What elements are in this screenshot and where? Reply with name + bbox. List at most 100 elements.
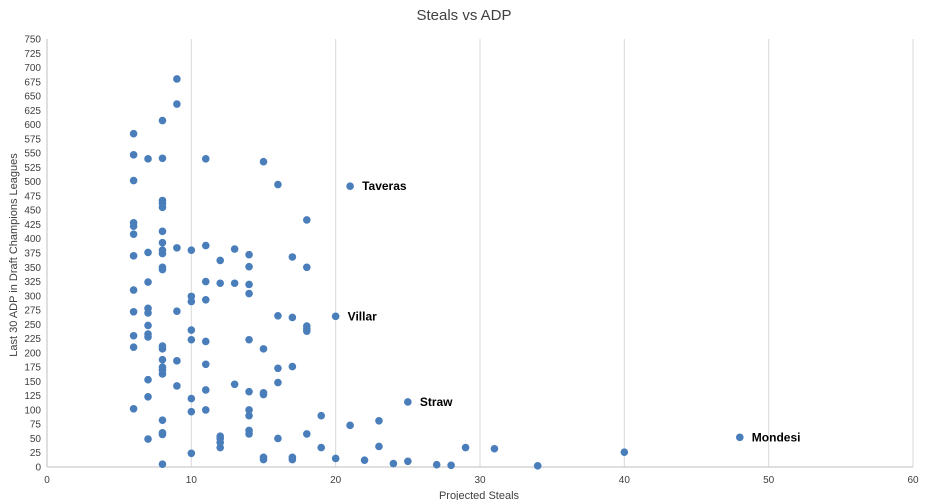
x-tick-label: 50: [763, 475, 775, 486]
data-point: [129, 404, 138, 413]
data-point: [187, 335, 196, 344]
data-point: [144, 309, 152, 317]
y-tick-label: 150: [24, 377, 41, 388]
data-point: [490, 444, 499, 453]
data-point: [158, 370, 167, 378]
data-point: [173, 100, 181, 108]
y-tick-label: 625: [24, 106, 41, 117]
y-tick-label: 450: [24, 206, 41, 217]
data-point: [230, 279, 239, 288]
data-point: [461, 443, 470, 452]
data-point: [303, 216, 311, 224]
data-point: [346, 421, 354, 430]
y-tick-label: 500: [24, 177, 41, 188]
data-point: [245, 280, 253, 289]
data-point: [303, 430, 311, 438]
data-point: [259, 345, 268, 353]
data-point: [245, 406, 253, 414]
y-tick-label: 125: [24, 391, 41, 402]
y-tick-label: 725: [24, 49, 41, 60]
data-point: [447, 461, 455, 470]
data-point: [201, 277, 210, 286]
data-point: [245, 262, 253, 271]
data-point: [158, 355, 167, 364]
data-point: [158, 416, 167, 425]
data-point: [288, 313, 297, 322]
chart-title: Steals vs ADP: [416, 7, 511, 24]
data-point: [173, 357, 181, 365]
y-tick-label: 200: [24, 348, 41, 359]
data-point: [274, 311, 282, 320]
tick-labels: 0 10 20 30 40 50 60025507510012515017520022525…: [24, 35, 919, 487]
y-tick-label: 675: [24, 77, 41, 88]
data-point: [144, 155, 152, 163]
data-point: [129, 176, 138, 185]
y-tick-label: 400: [24, 234, 41, 245]
y-axis-title: Last 30 ADP in Draft Champions Leagues: [8, 153, 20, 357]
data-point: [375, 442, 383, 451]
data-point: [346, 182, 354, 191]
y-tick-label: 275: [24, 306, 41, 317]
data-point: [144, 375, 152, 384]
y-tick-label: 425: [24, 220, 41, 231]
data-point: [389, 459, 398, 468]
data-point: [158, 227, 167, 236]
data-point: [187, 407, 196, 416]
data-point: [404, 398, 412, 406]
x-tick-label: 0: [44, 475, 50, 486]
y-tick-label: 325: [24, 277, 41, 288]
data-point: [129, 252, 138, 260]
data-point: [216, 443, 224, 452]
data-point: [432, 460, 441, 469]
data-point: [201, 386, 210, 394]
data-points: [129, 75, 744, 470]
data-point: [331, 454, 340, 463]
data-point: [158, 154, 167, 163]
data-point: [201, 406, 210, 414]
data-point: [274, 378, 282, 387]
x-tick-label: 30: [474, 475, 486, 486]
data-point: [245, 411, 253, 420]
data-point: [288, 455, 297, 464]
point-annotation: Taveras: [362, 179, 407, 193]
data-point: [201, 295, 210, 304]
data-point: [274, 434, 282, 443]
data-point: [375, 416, 383, 425]
data-point: [129, 151, 138, 159]
data-point: [533, 462, 542, 470]
data-point: [173, 307, 181, 316]
data-point: [259, 390, 268, 399]
y-tick-label: 650: [24, 92, 41, 103]
data-point: [144, 248, 152, 257]
data-point: [331, 312, 340, 321]
data-point: [187, 326, 196, 334]
data-point: [317, 443, 326, 452]
data-point: [360, 456, 369, 464]
data-point: [129, 222, 138, 230]
data-point: [158, 238, 167, 247]
data-point: [158, 345, 167, 353]
data-point: [259, 157, 268, 166]
data-point: [736, 433, 744, 442]
data-point: [230, 380, 239, 389]
data-point: [187, 246, 196, 254]
data-point: [303, 263, 311, 272]
data-point: [158, 203, 167, 212]
data-point: [187, 449, 196, 458]
data-point: [173, 75, 181, 83]
data-point: [129, 307, 138, 316]
y-tick-label: 550: [24, 149, 41, 160]
y-tick-label: 350: [24, 263, 41, 274]
y-tick-label: 375: [24, 249, 41, 260]
x-tick-label: 10: [186, 475, 198, 486]
data-point: [201, 337, 210, 346]
data-point: [129, 331, 138, 340]
data-point: [173, 382, 181, 390]
data-point: [129, 129, 138, 138]
data-point: [245, 250, 253, 259]
data-point: [274, 180, 282, 189]
data-point: [129, 286, 138, 294]
data-point: [245, 335, 253, 344]
data-point: [216, 256, 224, 265]
